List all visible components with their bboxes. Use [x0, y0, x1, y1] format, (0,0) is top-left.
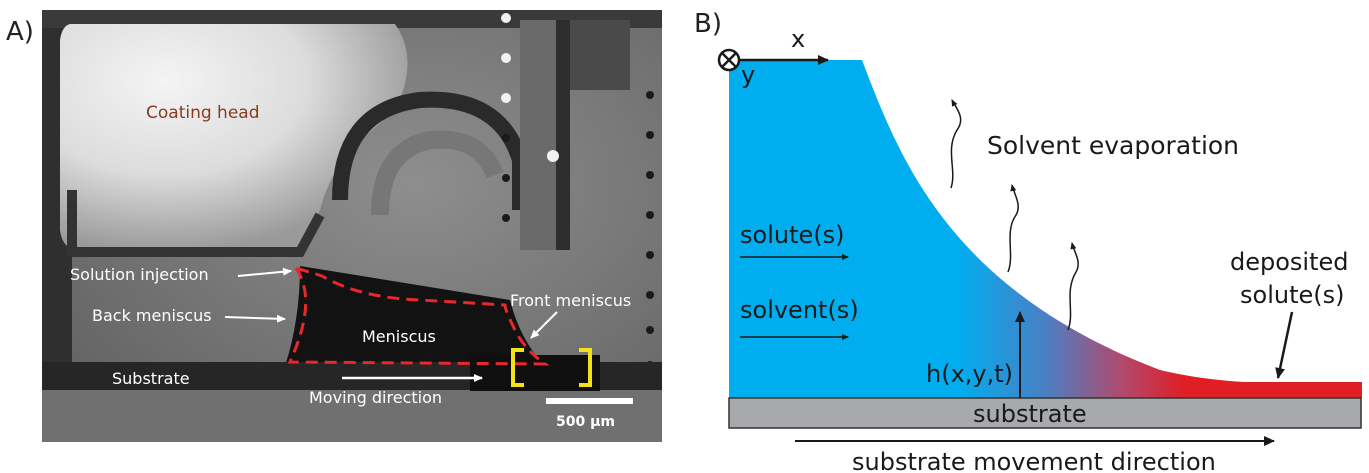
solvents-label: solvent(s): [740, 296, 859, 324]
coating-head-label: Coating head: [146, 103, 260, 123]
substrate-movement-label: substrate movement direction: [852, 448, 1216, 473]
panel-a: A): [6, 10, 662, 442]
panel-b-label: B): [694, 9, 722, 39]
back-meniscus-arrow: [224, 314, 286, 323]
deposited-label-line2: solute(s): [1240, 281, 1344, 309]
front-meniscus-arrow: [530, 311, 558, 339]
scale-bar-label: 500 µm: [556, 414, 615, 430]
liquid-film: [729, 60, 1362, 398]
axis-y-label: y: [741, 61, 755, 89]
micrograph: [42, 10, 662, 442]
deposited-label-line1: deposited: [1230, 248, 1349, 276]
solution-injection-arrow: [237, 267, 292, 277]
coordinate-axes: x y: [717, 25, 829, 89]
solvent-evaporation-label: Solvent evaporation: [987, 131, 1239, 160]
panel-b: B) substrate substrate movement directio…: [694, 9, 1362, 473]
panel-a-label: A): [6, 17, 34, 47]
meniscus-label: Meniscus: [362, 327, 436, 346]
focus-bracket: [511, 348, 592, 387]
back-meniscus-label: Back meniscus: [92, 306, 212, 325]
deposited-layer: [1240, 382, 1362, 393]
axis-x-label: x: [791, 25, 805, 53]
evaporation-arrows: [950, 99, 1079, 331]
substrate-label: Substrate: [112, 369, 190, 388]
height-label: h(x,y,t): [926, 360, 1013, 388]
substrate-bar: [728, 397, 1362, 429]
scale-bar: [546, 398, 633, 404]
front-meniscus-label: Front meniscus: [510, 291, 631, 310]
moving-direction-label: Moving direction: [309, 388, 442, 407]
deposited-arrow: [1275, 311, 1294, 379]
solution-injection-label: Solution injection: [70, 265, 209, 284]
meniscus-outline: [287, 265, 550, 366]
substrate-text: substrate: [973, 400, 1087, 428]
solutes-label: solute(s): [740, 221, 844, 249]
